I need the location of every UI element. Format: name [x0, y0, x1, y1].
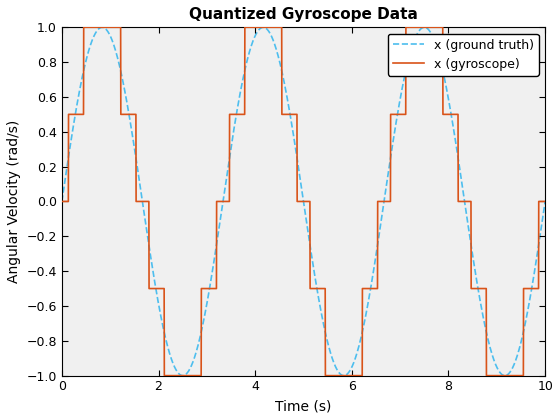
- x (gyroscope): [244, 25, 250, 30]
- x (ground truth): [58, 199, 65, 204]
- Y-axis label: Angular Velocity (rad/s): Angular Velocity (rad/s): [7, 120, 21, 283]
- Title: Quantized Gyroscope Data: Quantized Gyroscope Data: [189, 7, 418, 22]
- x (ground truth): [419, 25, 426, 30]
- x (gyroscope): [161, 373, 167, 378]
- x (gyroscope): [373, 286, 380, 291]
- Line: x (gyroscope): x (gyroscope): [62, 27, 545, 375]
- Line: x (ground truth): x (ground truth): [62, 27, 545, 375]
- x (gyroscope): [456, 199, 463, 204]
- x (ground truth): [260, 25, 267, 30]
- x (ground truth): [456, 164, 463, 169]
- x (gyroscope): [348, 373, 355, 378]
- X-axis label: Time (s): Time (s): [276, 399, 332, 413]
- x (ground truth): [243, 60, 250, 66]
- x (ground truth): [542, 199, 548, 204]
- x (gyroscope): [146, 286, 153, 291]
- x (gyroscope): [542, 199, 548, 204]
- x (gyroscope): [58, 199, 65, 204]
- Legend: x (ground truth), x (gyroscope): x (ground truth), x (gyroscope): [388, 34, 539, 76]
- x (gyroscope): [419, 25, 426, 30]
- x (gyroscope): [80, 25, 87, 30]
- x (ground truth): [348, 365, 355, 370]
- x (ground truth): [373, 250, 380, 255]
- x (ground truth): [146, 247, 153, 252]
- x (ground truth): [340, 373, 347, 378]
